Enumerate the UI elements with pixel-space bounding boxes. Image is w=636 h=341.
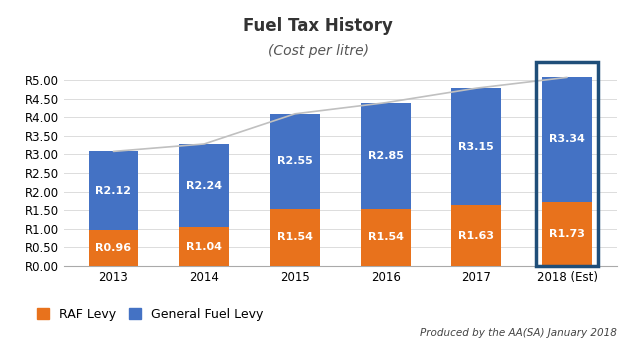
Bar: [361, 103, 411, 209]
Bar: [361, 209, 411, 266]
Text: Produced by the AA(SA) January 2018: Produced by the AA(SA) January 2018: [420, 328, 617, 338]
Bar: [452, 88, 501, 205]
Text: R1.54: R1.54: [368, 232, 404, 242]
Bar: [452, 205, 501, 266]
Bar: [179, 227, 229, 266]
Bar: [88, 230, 139, 266]
Bar: [270, 114, 320, 209]
Bar: [542, 202, 592, 266]
Bar: [542, 77, 592, 202]
Text: R3.15: R3.15: [459, 142, 494, 152]
Text: R1.04: R1.04: [186, 242, 222, 252]
Text: Fuel Tax History: Fuel Tax History: [243, 17, 393, 35]
Text: R2.12: R2.12: [95, 186, 132, 196]
Text: R1.54: R1.54: [277, 232, 313, 242]
Text: R1.63: R1.63: [459, 231, 494, 241]
Text: R1.73: R1.73: [549, 229, 585, 239]
Text: R2.85: R2.85: [368, 151, 404, 161]
Text: R2.24: R2.24: [186, 181, 222, 191]
Legend: RAF Levy, General Fuel Levy: RAF Levy, General Fuel Levy: [37, 308, 264, 321]
Bar: [88, 151, 139, 230]
Bar: [270, 209, 320, 266]
Text: (Cost per litre): (Cost per litre): [268, 44, 368, 58]
Bar: [179, 144, 229, 227]
Text: R3.34: R3.34: [549, 134, 585, 145]
Text: R2.55: R2.55: [277, 156, 313, 166]
Text: R0.96: R0.96: [95, 243, 132, 253]
